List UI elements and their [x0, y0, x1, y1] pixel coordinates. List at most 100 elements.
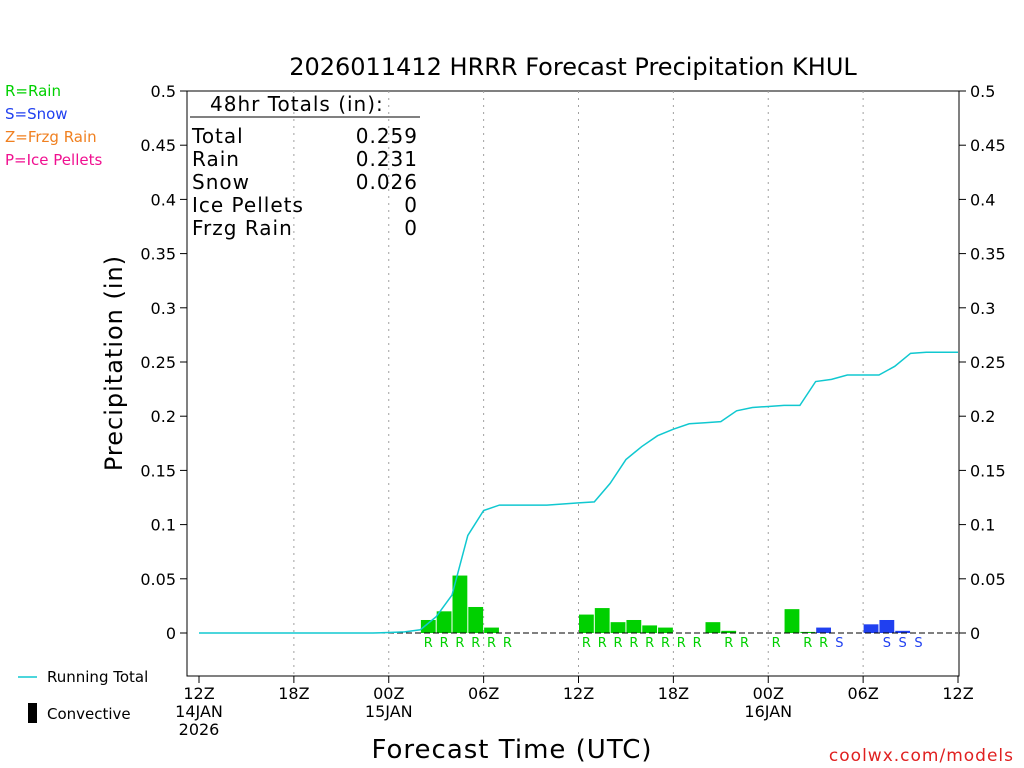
ptype-legend-item: P=Ice Pellets [5, 151, 102, 169]
convective-legend-swatch [28, 703, 37, 723]
y-tick-label-right: 0.05 [970, 570, 1006, 589]
totals-row-value: 0.259 [356, 124, 418, 148]
x-tick-label: 18Z [658, 684, 689, 703]
y-tick-label-right: 0.35 [970, 245, 1006, 264]
x-tick-label: 06Z [847, 684, 878, 703]
precip-bar [721, 630, 737, 633]
y-tick-label-left: 0.5 [151, 82, 176, 101]
y-tick-label-left: 0.15 [140, 461, 176, 480]
ptype-letter: R [819, 636, 828, 651]
totals-row-value: 0 [404, 193, 418, 217]
x-tick-label: 18Z [278, 684, 309, 703]
ptype-letter: R [803, 636, 812, 651]
precip-bar [658, 627, 673, 633]
ptype-letter: R [487, 636, 496, 651]
y-tick-label-right: 0.3 [970, 299, 995, 318]
precip-bar [452, 575, 468, 633]
ptype-letter: S [883, 636, 891, 651]
x-tick-label: 2026 [179, 720, 220, 739]
ptype-letter: R [614, 636, 623, 651]
chart-title: 2026011412 HRRR Forecast Precipitation K… [289, 53, 857, 81]
ptype-letter: R [724, 636, 733, 651]
precip-bar [800, 631, 816, 633]
y-tick-label-left: 0 [166, 624, 176, 643]
x-axis-label: Forecast Time (UTC) [371, 735, 652, 765]
totals-row-value: 0.026 [356, 170, 418, 194]
ptype-letter: R [661, 636, 670, 651]
precip-bar [642, 625, 658, 633]
y-axis-ticks: 0 00.05 0.050.1 0.10.15 0.150.2 0.20.25 0.250.… [140, 82, 1005, 643]
precip-bar [610, 622, 626, 633]
precip-bar [705, 622, 721, 633]
totals-row-label: Rain [192, 147, 240, 171]
x-tick-label: 12Z [183, 684, 214, 703]
y-tick-label-right: 0.5 [970, 82, 995, 101]
y-tick-label-left: 0.1 [151, 516, 176, 535]
precip-bar [436, 611, 452, 633]
x-tick-label: 12Z [942, 684, 973, 703]
ptype-letter: R [424, 636, 433, 651]
ptype-letter: R [598, 636, 607, 651]
ptype-letter: R [740, 636, 749, 651]
y-tick-label-left: 0.35 [140, 245, 176, 264]
running-total-legend-label: Running Total [47, 668, 148, 686]
precip-bar [420, 619, 436, 633]
precip-bars [420, 575, 911, 633]
y-tick-label-right: 0.1 [970, 516, 995, 535]
x-tick-label: 16JAN [744, 702, 792, 721]
ptype-letter: R [455, 636, 464, 651]
y-tick-label-left: 0.3 [151, 299, 176, 318]
y-tick-label-right: 0.2 [970, 407, 995, 426]
y-tick-label-left: 0.2 [151, 407, 176, 426]
plot-frame [186, 90, 960, 677]
ptype-legend-item: R=Rain [5, 82, 61, 100]
ptype-letter: R [645, 636, 654, 651]
precip-bar [784, 609, 800, 633]
precip-bar [879, 619, 895, 633]
ptype-letter: R [582, 636, 591, 651]
ptype-letter: R [677, 636, 686, 651]
totals-header: 48hr Totals (in): [210, 92, 384, 116]
precip-bar [468, 606, 484, 633]
x-tick-label: 06Z [468, 684, 499, 703]
x-tick-label: 12Z [563, 684, 594, 703]
ptype-letter: R [471, 636, 480, 651]
ptype-legend: R=Rain S=Snow Z=Frzg Rain P=Ice Pellets [5, 82, 102, 169]
x-tick-label: 14JAN [175, 702, 223, 721]
precip-bar [895, 630, 911, 633]
precip-bar [626, 619, 642, 633]
credit-text: coolwx.com/models [829, 746, 1014, 766]
precip-bar [816, 627, 831, 633]
y-tick-label-right: 0.4 [970, 190, 995, 209]
convective-legend-label: Convective [47, 705, 131, 723]
ptype-legend-item: S=Snow [5, 105, 68, 123]
ptype-letter: R [503, 636, 512, 651]
totals-row-label: Ice Pellets [192, 193, 304, 217]
totals-row-value: 0.231 [356, 147, 418, 171]
y-axis-label: Precipitation (in) [100, 255, 128, 471]
series-legend: Running Total Convective [18, 668, 148, 723]
totals-row-value: 0 [404, 216, 418, 240]
ptype-legend-item: Z=Frzg Rain [5, 128, 97, 146]
totals-box: 48hr Totals (in): Total 0.259 Rain 0.231 Sno… [190, 92, 420, 240]
y-tick-label-right: 0.25 [970, 353, 1006, 372]
precip-bar [863, 624, 879, 633]
y-tick-label-left: 0.05 [140, 570, 176, 589]
y-tick-label-left: 0.4 [151, 190, 176, 209]
ptype-letter: R [629, 636, 638, 651]
totals-row-label: Frzg Rain [192, 216, 293, 240]
y-tick-label-right: 0 [970, 624, 980, 643]
precip-bar [594, 608, 610, 633]
ptype-letter: R [440, 636, 449, 651]
precip-bar [579, 614, 594, 633]
y-tick-label-left: 0.25 [140, 353, 176, 372]
y-tick-label-right: 0.15 [970, 461, 1006, 480]
totals-row-label: Total [191, 124, 244, 148]
ptype-letter: S [899, 636, 907, 651]
precip-bar [484, 627, 499, 633]
totals-row-label: Snow [192, 170, 250, 194]
y-tick-label-left: 0.45 [140, 136, 176, 155]
